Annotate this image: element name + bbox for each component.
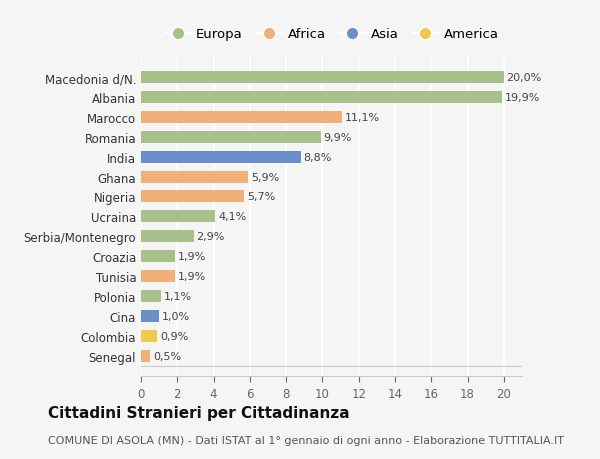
Text: 4,1%: 4,1%	[218, 212, 247, 222]
Text: 20,0%: 20,0%	[506, 73, 542, 83]
Bar	[141, 251, 175, 263]
Bar	[141, 171, 248, 183]
Bar	[141, 330, 157, 342]
Bar	[141, 350, 150, 362]
Bar	[141, 92, 502, 104]
Text: 0,9%: 0,9%	[160, 331, 188, 341]
Text: 8,8%: 8,8%	[304, 152, 332, 162]
Bar	[141, 72, 504, 84]
Text: 1,9%: 1,9%	[178, 252, 206, 262]
Bar	[141, 151, 301, 163]
Bar	[141, 231, 194, 243]
Text: 1,9%: 1,9%	[178, 271, 206, 281]
Text: 0,5%: 0,5%	[153, 351, 181, 361]
Bar	[141, 211, 215, 223]
Text: Cittadini Stranieri per Cittadinanza: Cittadini Stranieri per Cittadinanza	[48, 405, 350, 420]
Bar	[141, 112, 343, 123]
Text: 19,9%: 19,9%	[505, 93, 540, 103]
Bar	[141, 270, 175, 282]
Text: 5,7%: 5,7%	[247, 192, 275, 202]
Text: 1,1%: 1,1%	[164, 291, 192, 301]
Text: 9,9%: 9,9%	[323, 133, 352, 142]
Bar	[141, 191, 244, 203]
Bar	[141, 310, 159, 322]
Text: 1,0%: 1,0%	[162, 311, 190, 321]
Bar	[141, 131, 320, 143]
Legend: Europa, Africa, Asia, America: Europa, Africa, Asia, America	[162, 26, 501, 44]
Text: COMUNE DI ASOLA (MN) - Dati ISTAT al 1° gennaio di ogni anno - Elaborazione TUTT: COMUNE DI ASOLA (MN) - Dati ISTAT al 1° …	[48, 435, 564, 445]
Text: 5,9%: 5,9%	[251, 172, 279, 182]
Text: 2,9%: 2,9%	[196, 232, 225, 242]
Text: 11,1%: 11,1%	[345, 112, 380, 123]
Bar	[141, 291, 161, 302]
